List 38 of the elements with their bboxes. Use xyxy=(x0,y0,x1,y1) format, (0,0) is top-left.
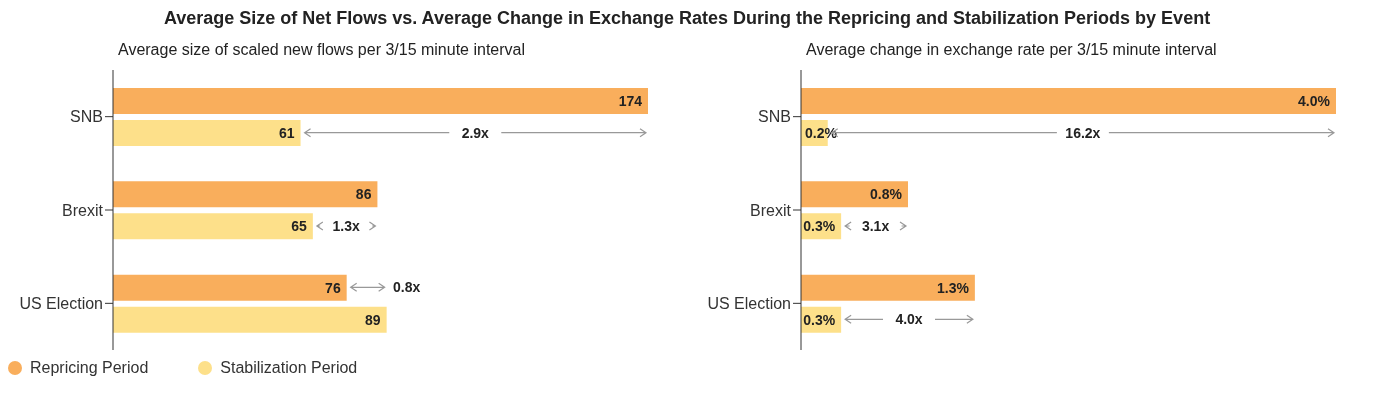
data-label: 0.2% xyxy=(805,125,838,141)
data-label: 1.3% xyxy=(936,279,970,296)
annotation: 16.2x xyxy=(1065,124,1101,141)
annotation: 4.0x xyxy=(895,311,923,328)
y-tick-label: SNB xyxy=(758,108,791,126)
bar xyxy=(113,120,301,146)
legend-label: Stabilization Period xyxy=(219,359,358,377)
annotation: 1.3x xyxy=(332,218,360,234)
bar xyxy=(113,213,313,240)
data-label: 0.3% xyxy=(803,311,836,328)
y-tick-label: US Election xyxy=(19,295,103,313)
data-label: 0.3% xyxy=(803,218,836,235)
data-label: 61 xyxy=(278,125,295,141)
annotation: 2.9x xyxy=(461,124,490,141)
data-label: 0.8% xyxy=(870,186,903,203)
y-tick-label: Brexit xyxy=(62,201,104,219)
data-label: 65 xyxy=(291,218,308,235)
data-label: 4.0% xyxy=(1298,93,1331,109)
annotation: 0.8x xyxy=(393,279,421,296)
y-tick-label: US Election xyxy=(707,295,791,313)
bar xyxy=(113,181,378,208)
bar xyxy=(801,88,1336,114)
data-label: 76 xyxy=(325,279,341,296)
annotation: 3.1x xyxy=(861,218,890,234)
legend-label: Repricing Period xyxy=(29,359,149,377)
chart-subtitle: Average change in exchange rate per 3/15 minute interval xyxy=(806,41,1218,59)
chart-subtitle: Average size of scaled new flows per 3/15 minute interval xyxy=(118,41,527,59)
bar xyxy=(113,88,648,114)
data-label: 86 xyxy=(355,186,372,203)
bar xyxy=(801,181,908,208)
text: Average Size of Net Flows vs. Average Change in Exchange Rates During the Repricing and Stabilization Periods by Event xyxy=(162,8,1212,29)
y-tick-label: Brexit xyxy=(750,201,792,219)
bar xyxy=(801,274,975,301)
bar xyxy=(113,274,347,301)
data-label: 89 xyxy=(365,311,381,328)
bar xyxy=(113,306,387,333)
data-label: 174 xyxy=(618,93,643,109)
y-tick-label: SNB xyxy=(70,108,103,126)
